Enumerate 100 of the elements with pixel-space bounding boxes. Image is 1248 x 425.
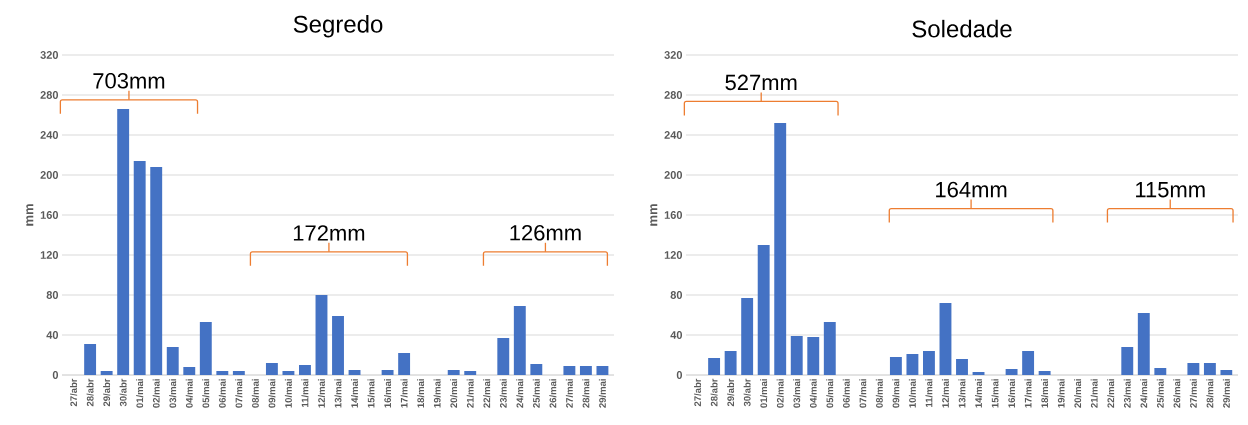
bar [956, 358, 968, 375]
bar [1203, 362, 1216, 375]
bar [100, 370, 113, 375]
x-tick-label: 11/mai [301, 379, 309, 407]
bar [741, 297, 754, 375]
bar [939, 302, 952, 375]
y-tick-label: 320 [664, 51, 683, 59]
x-tick-label: 28/mai [1206, 379, 1214, 408]
chart-title: Soledade [912, 19, 1012, 38]
y-tick-label: 200 [664, 171, 683, 179]
y-tick-label: 120 [40, 251, 59, 259]
y-tick-label: 200 [40, 171, 59, 179]
bar [265, 362, 278, 375]
bar [823, 321, 836, 375]
x-tick-label: 20/mai [450, 379, 458, 408]
bar [724, 350, 737, 375]
x-tick-label: 26/mai [1173, 379, 1181, 408]
bar [381, 369, 394, 375]
x-tick-label: 08/mai [251, 379, 259, 408]
y-tick-label: 160 [40, 211, 59, 219]
x-tick-label: 14/mai [974, 379, 983, 408]
bar [315, 294, 328, 375]
x-tick-label: 19/mai [433, 379, 441, 408]
x-tick-label: 03/mai [793, 379, 801, 408]
x-tick-label: 28/abr [710, 378, 718, 407]
y-tick-label: 280 [40, 91, 59, 99]
bar [216, 370, 229, 375]
chart-title: Segredo [293, 15, 383, 38]
x-tick-label: 22/mai [483, 379, 491, 408]
bar [972, 371, 985, 375]
y-tick-label: 160 [664, 211, 683, 219]
x-tick-label: 13/mai [958, 379, 966, 408]
x-tick-label: 01/mai [136, 379, 144, 408]
x-tick-label: 06/mai [218, 379, 226, 408]
x-tick-label: 27/abr [70, 378, 78, 407]
x-tick-label: 14/mai [351, 379, 359, 408]
x-tick-label: 22/mai [1107, 379, 1115, 408]
y-tick-label: 40 [670, 331, 683, 339]
x-tick-label: 28/mai [582, 379, 590, 408]
y-axis-title: mm [650, 204, 658, 226]
bar [1220, 369, 1233, 375]
bar [1121, 346, 1134, 375]
bar [348, 369, 361, 375]
annotation: 703mm [93, 73, 165, 89]
bar [299, 364, 311, 375]
y-tick-label: 240 [40, 131, 59, 139]
bar [398, 352, 411, 375]
x-tick-label: 02/mai [776, 379, 784, 408]
x-tick-label: 30/abr [119, 378, 127, 407]
y-tick-label: 320 [40, 51, 59, 59]
bar [199, 321, 212, 375]
x-tick-label: 07/mai [235, 379, 243, 408]
x-tick-label: 25/mai [532, 379, 540, 408]
x-tick-label: 23/mai [499, 379, 507, 408]
bar [774, 122, 787, 375]
annotation: 527mm [725, 74, 797, 91]
x-tick-label: 20/mai [1074, 379, 1082, 408]
x-tick-label: 12/mai [317, 379, 326, 408]
bar [923, 350, 935, 375]
x-tick-label: 19/mai [1057, 379, 1065, 408]
x-tick-label: 03/mai [169, 379, 177, 408]
x-tick-label: 09/mai [892, 379, 900, 408]
x-tick-label: 10/mai [284, 379, 292, 408]
annotation: 126mm [510, 225, 581, 241]
x-tick-label: 21/mai [1090, 379, 1098, 408]
y-axis-title: mm [26, 204, 34, 226]
bar [183, 366, 196, 375]
x-tick-label: 05/mai [202, 379, 210, 408]
x-tick-label: 06/mai [842, 379, 850, 408]
y-tick-label: 40 [46, 331, 59, 339]
bar [530, 363, 543, 375]
bar [447, 369, 460, 375]
annotation: 115mm [1136, 182, 1205, 198]
x-tick-label: 24/mai [516, 379, 524, 408]
bar [117, 108, 130, 375]
bar [563, 365, 576, 375]
x-tick-label: 17/mai [400, 379, 408, 408]
x-tick-label: 18/mai [417, 379, 425, 408]
bar [84, 343, 97, 375]
x-tick-label: 25/mai [1156, 379, 1164, 408]
y-tick-label: 120 [664, 251, 683, 259]
x-tick-label: 04/mai [185, 379, 193, 408]
x-tick-label: 29/abr [103, 378, 111, 407]
y-tick-label: 80 [46, 291, 59, 299]
x-tick-label: 13/mai [334, 379, 342, 408]
bar [596, 365, 609, 375]
x-tick-label: 07/mai [859, 379, 867, 408]
bar [513, 305, 526, 375]
y-tick-label: 0 [52, 371, 59, 379]
x-tick-label: 27/mai [1189, 379, 1197, 408]
x-tick-label: 15/mai [367, 379, 375, 408]
y-tick-label: 80 [670, 291, 683, 299]
bar [889, 356, 902, 375]
bar [497, 337, 510, 375]
x-tick-label: 28/abr [86, 378, 94, 407]
bar [906, 353, 919, 375]
bar [332, 315, 344, 375]
bar [150, 166, 163, 375]
bar [464, 370, 477, 375]
y-tick-label: 0 [676, 371, 683, 379]
